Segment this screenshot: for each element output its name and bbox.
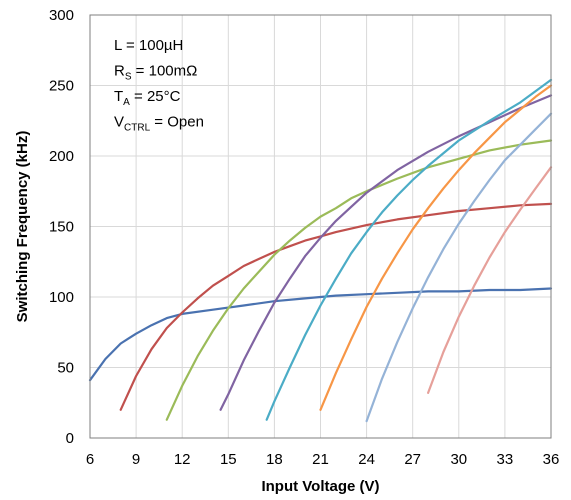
x-tick-label: 33 <box>497 451 514 468</box>
x-tick-label: 24 <box>358 451 375 468</box>
series-line-3 <box>165 139 553 421</box>
series-line-6 <box>319 84 553 411</box>
x-tick-label: 6 <box>86 451 94 468</box>
y-tick-label: 50 <box>57 360 74 377</box>
annotation-line: TA = 25°C <box>114 88 181 108</box>
y-axis-title: Switching Frequency (kHz) <box>14 131 31 323</box>
x-tick-label: 21 <box>312 451 329 468</box>
x-tick-label: 27 <box>404 451 421 468</box>
annotation-line: L = 100µH <box>114 37 183 54</box>
plot-frame <box>89 14 552 439</box>
x-tick-label: 12 <box>174 451 191 468</box>
series-group <box>88 78 553 423</box>
x-tick-label: 18 <box>266 451 283 468</box>
y-tick-label: 200 <box>49 148 74 165</box>
series-line-7 <box>365 112 553 423</box>
y-tick-labels: 0 50 100 150 200 250 300 <box>49 7 74 447</box>
y-tick-label: 250 <box>49 78 74 95</box>
series-line-5 <box>265 78 553 421</box>
y-tick-label: 0 <box>66 430 74 447</box>
annotation-line: RS = 100mΩ <box>114 63 197 83</box>
series-line-8 <box>427 166 553 394</box>
x-axis-title: Input Voltage (V) <box>261 478 379 495</box>
annotation-line: VCTRL = Open <box>114 114 204 134</box>
x-tick-label: 9 <box>132 451 140 468</box>
x-tick-label: 36 <box>543 451 560 468</box>
annotation-box: L = 100µH RS = 100mΩ TA = 25°C VCTRL = Open <box>114 37 204 134</box>
y-tick-label: 300 <box>49 7 74 24</box>
x-tick-label: 15 <box>220 451 237 468</box>
y-tick-label: 100 <box>49 289 74 306</box>
y-tick-label: 150 <box>49 219 74 236</box>
x-tick-labels: 6 9 12 15 18 21 24 27 30 33 36 <box>86 451 560 468</box>
x-tick-label: 30 <box>450 451 467 468</box>
series-line-4 <box>219 94 553 411</box>
